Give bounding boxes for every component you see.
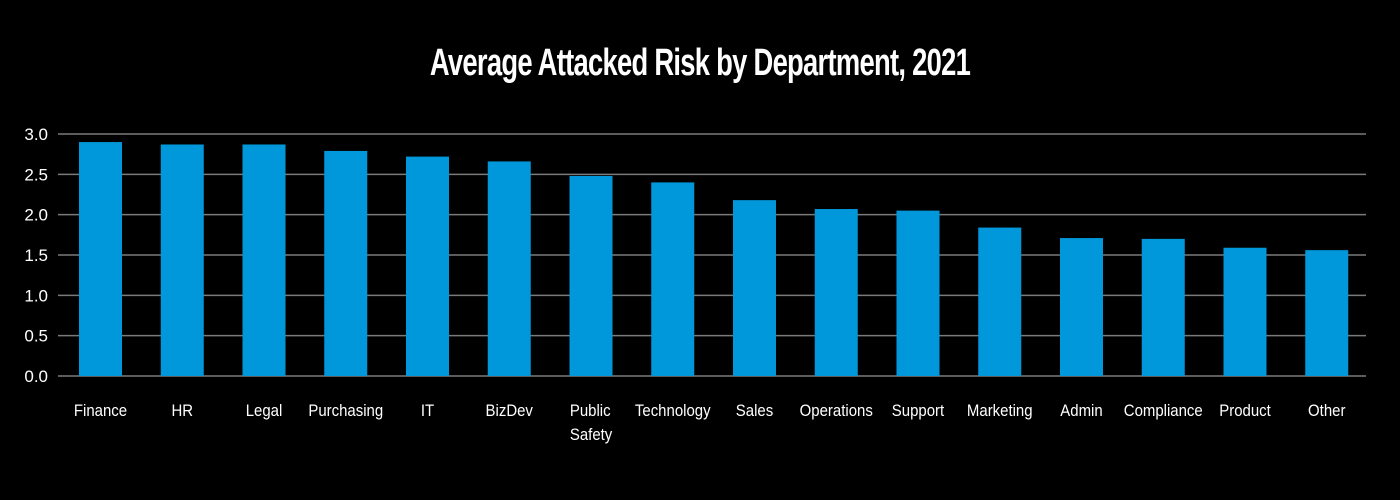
bar-sales [733, 200, 776, 376]
x-tick-label: Public Safety [570, 402, 612, 444]
x-tick-label: Product [1219, 402, 1271, 420]
bar-other [1305, 250, 1349, 376]
bar-compliance [1141, 238, 1185, 376]
y-tick-label: 3.0 [24, 125, 48, 144]
bar-marketing [978, 227, 1022, 376]
x-tick-label: Finance [74, 402, 127, 420]
y-tick-label: 2.0 [24, 206, 48, 225]
x-tick-label: Support [892, 402, 945, 420]
x-tick-label: BizDev [486, 402, 533, 420]
x-tick-label: Technology [635, 402, 711, 420]
y-tick-label: 0.0 [24, 367, 48, 386]
bar-operations [814, 209, 858, 376]
x-tick-label: Admin [1060, 402, 1102, 420]
bar-it [406, 156, 449, 376]
bar-bizdev [487, 161, 531, 376]
bar-admin [1060, 238, 1103, 376]
y-tick-label: 1.5 [24, 246, 48, 265]
x-tick-label: Other [1308, 402, 1346, 420]
chart-title: Average Attacked Risk by Department, 202… [429, 42, 971, 84]
x-axis-ticks: Finance HR Legal Purchasing IT BizDev Public Sa… [74, 402, 1346, 444]
bars [79, 142, 1349, 376]
bar-hr [160, 144, 204, 376]
bar-purchasing [324, 150, 368, 376]
y-tick-label: 2.5 [24, 165, 48, 184]
bar-finance [79, 142, 122, 376]
y-axis-ticks: 0.0 0.5 1.0 1.5 2.0 2.5 3.0 [24, 125, 48, 386]
bar-product [1223, 247, 1267, 376]
x-tick-label: Operations [800, 402, 873, 420]
x-tick-label: Marketing [967, 402, 1033, 420]
x-tick-label: Compliance [1124, 402, 1203, 420]
x-tick-label: Sales [736, 402, 773, 420]
bar-legal [242, 144, 286, 376]
y-tick-label: 0.5 [24, 327, 48, 346]
bar-technology [651, 182, 695, 376]
x-tick-label: Legal [246, 402, 283, 420]
y-tick-label: 1.0 [24, 286, 48, 305]
bar-support [896, 210, 940, 376]
bar-public-safety [569, 175, 613, 376]
x-tick-label: IT [421, 402, 434, 420]
x-tick-label: Purchasing [308, 402, 383, 420]
x-tick-label: HR [171, 402, 193, 420]
